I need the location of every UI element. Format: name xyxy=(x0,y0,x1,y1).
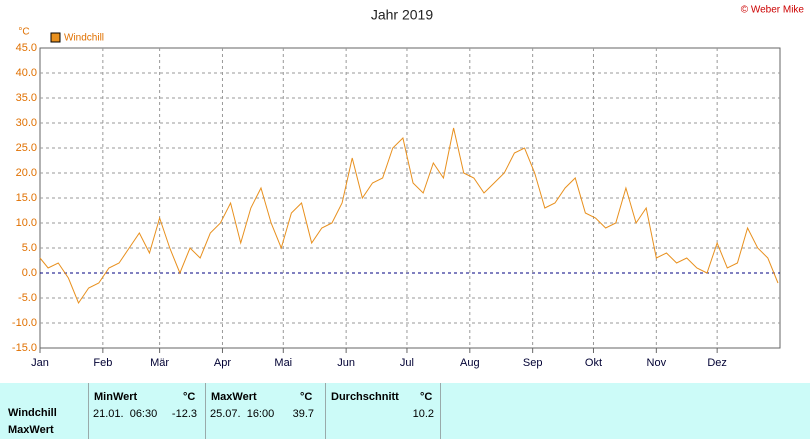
y-tick-label: -5.0 xyxy=(18,292,37,304)
credit: © Weber Mike xyxy=(741,5,805,16)
x-tick-label: Aug xyxy=(460,357,480,369)
y-tick-label: -10.0 xyxy=(12,317,37,329)
column-unit: °C xyxy=(183,391,196,403)
x-tick-label: Apr xyxy=(214,357,231,369)
y-tick-label: 5.0 xyxy=(22,242,37,254)
column-divider xyxy=(88,383,89,439)
x-tick-label: Feb xyxy=(93,357,112,369)
column-title: MinWert xyxy=(94,391,138,403)
time: 25.07. 16:00 xyxy=(210,408,275,420)
x-tick-label: Mär xyxy=(150,357,169,369)
value: -12.3 xyxy=(171,408,197,420)
y-tick-label: 20.0 xyxy=(16,167,37,179)
column-divider xyxy=(325,383,326,439)
y-tick-label: 45.0 xyxy=(16,42,37,54)
data-line xyxy=(39,127,779,305)
chart-title: Jahr 2019 xyxy=(371,7,433,23)
value: 39.7 xyxy=(292,408,314,420)
column-divider xyxy=(440,383,441,439)
y-unit: °C xyxy=(18,27,29,38)
y-tick-label: 30.0 xyxy=(16,117,37,129)
y-tick-label: -15.0 xyxy=(12,342,37,354)
x-tick-label: Sep xyxy=(523,357,543,369)
y-tick-label: 0.0 xyxy=(22,267,37,279)
x-tick-label: Dez xyxy=(707,357,727,369)
y-tick-label: 15.0 xyxy=(16,192,37,204)
x-tick-label: Jul xyxy=(400,357,414,369)
row-label: MaxWert xyxy=(8,424,54,436)
y-tick-label: 10.0 xyxy=(16,217,37,229)
x-tick-label: Jan xyxy=(31,357,49,369)
legend-label: Windchill xyxy=(64,33,104,44)
x-tick-label: Nov xyxy=(647,357,667,369)
x-tick-label: Okt xyxy=(585,357,602,369)
value: 10.2 xyxy=(412,408,434,420)
column-title: Durchschnitt xyxy=(331,391,399,403)
column-divider xyxy=(205,383,206,439)
y-tick-label: 40.0 xyxy=(16,67,37,79)
row-label: Windchill xyxy=(8,407,57,419)
x-tick-label: Mai xyxy=(274,357,292,369)
column-title: MaxWert xyxy=(211,391,257,403)
x-tick-label: Jun xyxy=(337,357,355,369)
stats-table: Windchill MaxWert MinWert °C 21.01. 06:30 -12… xyxy=(0,383,810,439)
column-unit: °C xyxy=(300,391,313,403)
y-tick-label: 35.0 xyxy=(16,92,37,104)
column-unit: °C xyxy=(420,391,433,403)
y-tick-label: 25.0 xyxy=(16,142,37,154)
legend-swatch xyxy=(50,32,61,43)
time: 21.01. 06:30 xyxy=(93,408,158,420)
chart: Jahr 2019 © Weber Mike °C Windchill -15.… xyxy=(12,5,805,369)
